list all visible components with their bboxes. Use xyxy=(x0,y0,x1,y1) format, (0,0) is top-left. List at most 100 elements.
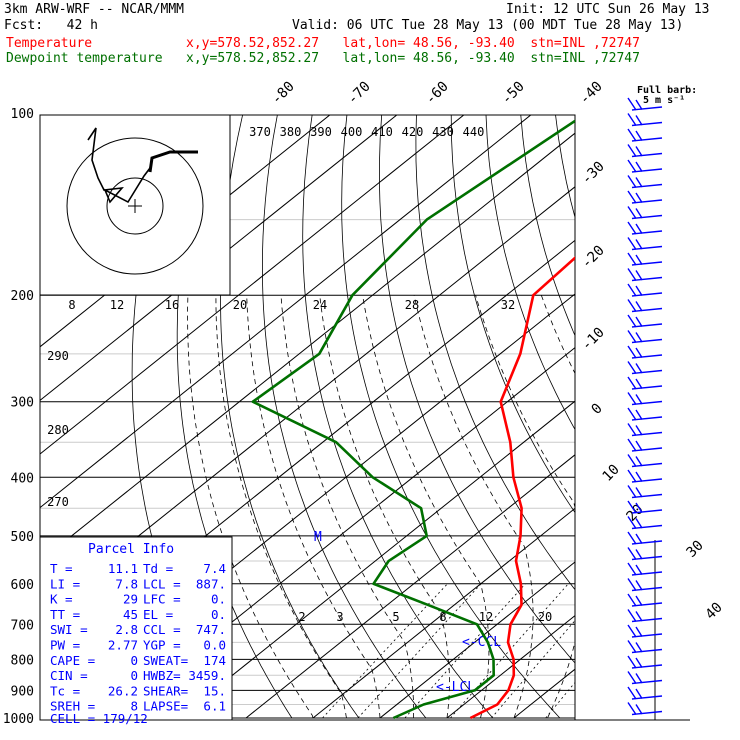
wind-barb-icon xyxy=(627,454,663,468)
isotherm-line xyxy=(446,614,575,719)
wind-barb-flag xyxy=(635,657,643,668)
wind-barb-flag xyxy=(627,547,637,560)
wind-barb-staff xyxy=(631,245,663,251)
wind-barb-flag xyxy=(627,361,637,374)
wind-barb-icon xyxy=(627,392,663,406)
moist-adiabat-line xyxy=(475,295,575,719)
wind-barb-flag xyxy=(635,130,643,141)
parcel-info-value: 2.8 xyxy=(115,622,138,637)
wind-barb-staff xyxy=(631,121,663,127)
wind-barb-icon xyxy=(627,252,663,266)
parcel-info-key: LAPSE= xyxy=(143,699,188,714)
parcel-info-key: EL = xyxy=(143,607,173,622)
wind-barb-staff xyxy=(631,183,663,189)
moist-adiabat-line xyxy=(413,295,534,719)
wind-barb-flag xyxy=(635,440,643,451)
wind-barb-icon xyxy=(627,485,663,499)
wind-barb-flag xyxy=(635,115,643,126)
wind-barb-flag xyxy=(635,161,643,172)
isotherm-line xyxy=(715,113,740,718)
isotherm-line xyxy=(312,507,575,719)
wind-barb-icon xyxy=(627,330,663,344)
mixing-ratio-label: 8 xyxy=(439,610,446,624)
isotherm-line xyxy=(178,400,575,719)
pressure-tick-label: 900 xyxy=(11,684,34,699)
mixing-ratio-line xyxy=(450,583,569,719)
wind-barb-flag xyxy=(627,454,637,467)
wind-barb-flag xyxy=(635,580,643,591)
parcel-info-value: 0 xyxy=(130,668,138,683)
dry-adiabat-line xyxy=(485,115,575,431)
theta-label: 440 xyxy=(463,125,485,139)
wind-barb-flag xyxy=(627,159,637,173)
wind-barb-flag xyxy=(627,423,637,436)
isotherm-line xyxy=(648,113,740,718)
dewpoint-legend: Dewpoint temperature x,y=578.52,852.27 l… xyxy=(6,51,640,66)
wind-barb-flag xyxy=(635,487,643,498)
isotherm-label: 10 xyxy=(600,462,623,485)
wind-barb-icon xyxy=(627,314,663,328)
dry-adiabat-line xyxy=(590,113,740,718)
wind-barb-staff xyxy=(631,540,663,545)
isotherm-line xyxy=(40,186,575,616)
wind-barb-flag xyxy=(635,99,643,110)
wind-barb-flag xyxy=(635,192,643,203)
valid-time: Valid: 06 UTC Tue 28 May 13 (00 MDT Tue … xyxy=(292,18,684,33)
wind-barb-icon xyxy=(627,221,663,235)
hodograph-speed-label: 20 xyxy=(233,298,247,312)
wind-barb-staff xyxy=(631,276,663,282)
parcel-info-value: 0. xyxy=(211,607,226,622)
wind-barb-icon xyxy=(627,469,663,483)
dry-adiabat-line xyxy=(625,113,740,718)
wind-barb-flag xyxy=(635,595,643,606)
wind-barb-staff xyxy=(631,431,663,437)
wind-barb-flag xyxy=(635,301,643,312)
hodograph-ring xyxy=(106,177,164,235)
wind-barb-staff xyxy=(631,230,663,235)
parcel-info-key: Tc = xyxy=(50,683,80,698)
wind-barb-staff xyxy=(631,462,663,468)
wind-barb-flag xyxy=(635,394,643,405)
wind-barb-staff xyxy=(631,664,663,669)
parcel-info-value: 11.1 xyxy=(108,561,138,576)
mixing-ratio-label: 12 xyxy=(479,610,493,624)
wind-barb-flag xyxy=(627,578,637,591)
wind-barb-icon xyxy=(627,624,663,638)
dry-adiabat-line xyxy=(378,115,575,664)
pressure-tick-label: 500 xyxy=(11,530,34,545)
wind-barb-flag xyxy=(627,283,637,297)
wind-barb-flag xyxy=(635,502,643,513)
parcel-info-key: PW = xyxy=(50,638,80,653)
wind-barb-flag xyxy=(635,316,643,327)
parcel-info-value: 6.1 xyxy=(203,699,226,714)
wind-barb-icon xyxy=(627,671,663,685)
wind-barb-icon xyxy=(627,190,663,204)
wind-barb-staff xyxy=(631,679,663,685)
wind-barb-flag xyxy=(627,330,637,343)
wind-barb-flag xyxy=(635,378,643,389)
isotherm-line xyxy=(40,115,398,402)
wind-barb-flag xyxy=(627,97,637,111)
wind-barb-flag xyxy=(627,407,637,421)
parcel-cell-label: CELL = 179/12 xyxy=(50,711,148,726)
wind-barb-flag xyxy=(635,673,643,684)
wind-barb-flag xyxy=(627,299,637,312)
parcel-info-value: 8 xyxy=(130,699,138,714)
parcel-info-value: 887. xyxy=(196,576,226,591)
wind-barb-icon xyxy=(627,686,663,700)
pressure-tick-label: 700 xyxy=(11,618,34,633)
theta-label: 420 xyxy=(402,125,424,139)
wind-barb-icon xyxy=(627,702,663,716)
wind-barb-staff xyxy=(631,695,663,700)
hodograph-speed-label: 8 xyxy=(68,298,75,312)
wind-barb-staff xyxy=(631,447,663,452)
wind-barb-flag xyxy=(627,655,637,669)
mixing-ratio-line xyxy=(322,583,448,719)
wind-barb-flag xyxy=(635,456,643,467)
parcel-info-value: 747. xyxy=(196,622,226,637)
wind-barb-staff xyxy=(631,478,663,483)
wind-barb-flag xyxy=(627,237,637,250)
moist-adiabat-line xyxy=(319,295,450,719)
wind-barb-flag xyxy=(627,516,637,529)
moist-adiabat-line xyxy=(612,295,690,718)
